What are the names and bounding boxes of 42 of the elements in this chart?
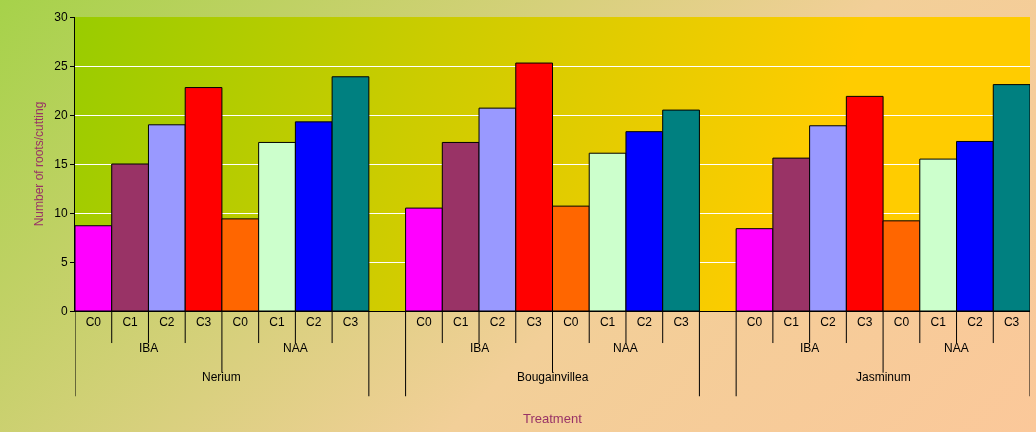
y-tick-label: 25 bbox=[54, 59, 68, 74]
x-tick-label: C1 bbox=[122, 315, 139, 330]
y-tick-label: 20 bbox=[54, 108, 68, 123]
text: NAA bbox=[613, 341, 638, 355]
x-tick-label: C0 bbox=[746, 315, 763, 330]
y-tick-label: 30 bbox=[54, 10, 68, 25]
x-tick-label: C2 bbox=[967, 315, 983, 330]
text: Jasminum bbox=[856, 370, 911, 384]
text: IBA bbox=[470, 341, 490, 355]
y-tick-label: 15 bbox=[54, 157, 68, 172]
x-tick-label: C0 bbox=[563, 315, 579, 330]
y-tick-label: 0 bbox=[60, 304, 68, 319]
x-tick-label: C1 bbox=[453, 315, 469, 330]
y-tick-label: 5 bbox=[60, 255, 68, 270]
x-tick-label: C0 bbox=[85, 315, 102, 330]
x-tick-label: C1 bbox=[930, 315, 947, 330]
x-tick-label: C3 bbox=[857, 315, 873, 330]
x-tick-label: C0 bbox=[232, 315, 249, 330]
text: IBA bbox=[800, 341, 820, 355]
x-tick-label: C2 bbox=[636, 315, 653, 330]
text: NAA bbox=[283, 341, 308, 355]
x-tick-label: C1 bbox=[783, 315, 800, 330]
x-tick-label: C2 bbox=[489, 315, 506, 330]
y-axis-title: Number of roots/cutting bbox=[31, 101, 46, 227]
text: Treatment bbox=[523, 411, 583, 426]
text: Bougainvillea bbox=[517, 370, 589, 384]
text: NAA bbox=[944, 341, 969, 355]
x-tick-label: C1 bbox=[269, 315, 286, 330]
x-tick-label: C1 bbox=[599, 315, 616, 330]
x-tick-label: C3 bbox=[1003, 315, 1020, 330]
x-tick-label: C3 bbox=[342, 315, 359, 330]
y-tick-label: 10 bbox=[54, 206, 68, 221]
x-tick-label: C3 bbox=[673, 315, 690, 330]
x-tick-label: C2 bbox=[820, 315, 836, 330]
x-tick-label: C3 bbox=[526, 315, 543, 330]
text: Nerium bbox=[202, 370, 241, 384]
x-tick-label: C2 bbox=[159, 315, 175, 330]
x-tick-label: C3 bbox=[195, 315, 212, 330]
x-tick-label: C0 bbox=[416, 315, 432, 330]
x-tick-label: C2 bbox=[306, 315, 322, 330]
x-tick-label: C0 bbox=[893, 315, 910, 330]
text: IBA bbox=[139, 341, 159, 355]
